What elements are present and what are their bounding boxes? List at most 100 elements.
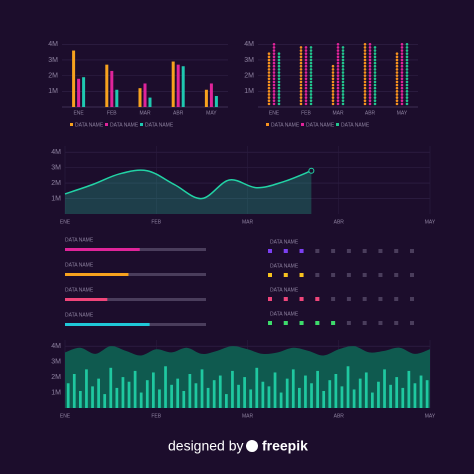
dot	[299, 249, 304, 253]
dot-column	[309, 46, 313, 106]
empty-dot	[362, 273, 367, 277]
spike	[255, 367, 259, 408]
dot	[405, 83, 409, 87]
dot	[336, 52, 340, 55]
dot	[405, 46, 409, 49]
dot	[267, 86, 271, 90]
dot	[368, 61, 372, 65]
dot	[368, 80, 372, 84]
dot	[272, 83, 276, 87]
dot	[309, 61, 313, 65]
dot	[299, 102, 303, 106]
spike	[212, 380, 216, 408]
spike	[139, 392, 143, 408]
dot	[395, 86, 399, 90]
dot	[363, 58, 367, 62]
dot	[373, 58, 377, 62]
spike	[170, 384, 173, 408]
spike	[103, 394, 107, 408]
bar	[181, 66, 185, 107]
dot	[299, 77, 303, 81]
bar	[214, 96, 218, 107]
dot	[400, 83, 404, 87]
row-label: DATA NAME	[65, 287, 94, 293]
dot	[283, 297, 288, 301]
empty-dot	[410, 249, 414, 253]
spike	[352, 389, 356, 408]
dot	[267, 61, 271, 65]
dot	[309, 49, 313, 52]
dot	[267, 55, 271, 59]
dot	[331, 102, 335, 106]
dot	[373, 64, 377, 68]
dot	[299, 273, 304, 277]
dot-column	[400, 42, 404, 106]
bar	[105, 64, 109, 107]
dot	[272, 46, 276, 49]
dot	[363, 61, 367, 65]
spike	[66, 383, 70, 408]
dot	[299, 58, 303, 62]
dot	[341, 49, 345, 52]
dot	[400, 96, 404, 99]
dot	[267, 80, 271, 84]
dot	[395, 74, 399, 77]
empty-dot	[362, 297, 367, 301]
dot	[341, 74, 345, 77]
y-tick-label: 1M	[51, 389, 61, 396]
dot	[283, 321, 288, 325]
dot	[395, 68, 399, 71]
dot	[336, 86, 340, 90]
dot	[400, 77, 404, 81]
dot	[341, 83, 345, 87]
dot-column	[341, 46, 345, 106]
dot	[395, 93, 399, 96]
dot	[341, 90, 345, 93]
dot	[336, 68, 340, 71]
dot	[304, 61, 308, 65]
spike	[328, 380, 332, 408]
dot	[336, 74, 340, 77]
dot	[400, 80, 404, 84]
dot	[363, 55, 367, 59]
bar	[148, 97, 152, 107]
dot	[341, 99, 345, 103]
dot	[267, 96, 271, 99]
legend-swatch	[105, 123, 108, 126]
dot	[363, 99, 367, 103]
legend-swatch	[266, 123, 269, 126]
spike	[340, 386, 344, 408]
empty-dot	[315, 273, 320, 277]
dot	[373, 90, 377, 93]
spike	[243, 377, 246, 408]
row-label: DATA NAME	[270, 311, 299, 317]
dot	[373, 83, 377, 87]
dot	[299, 55, 303, 59]
dot	[363, 93, 367, 96]
spike	[85, 369, 88, 408]
dot	[309, 96, 313, 99]
spike	[389, 384, 392, 408]
dot	[405, 68, 409, 71]
dot	[405, 102, 409, 106]
dot	[277, 52, 281, 55]
empty-dot	[346, 321, 351, 325]
dot	[277, 77, 281, 81]
dot	[277, 61, 281, 65]
spike	[407, 370, 411, 408]
x-tick-label: MAR	[242, 219, 254, 225]
dot	[336, 61, 340, 65]
dot	[299, 80, 303, 84]
dot-column	[331, 64, 335, 106]
bar	[176, 64, 180, 107]
x-tick-label: MAY	[206, 110, 217, 116]
dot	[267, 68, 271, 71]
dot	[267, 93, 271, 96]
filled-dots	[268, 273, 304, 277]
dot	[304, 80, 308, 84]
dot	[395, 90, 399, 93]
y-tick-label: 4M	[51, 149, 61, 156]
dot	[299, 90, 303, 93]
dot	[309, 52, 313, 55]
